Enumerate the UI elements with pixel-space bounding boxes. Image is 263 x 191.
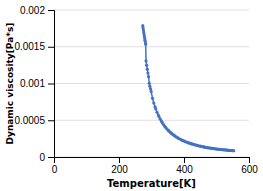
point — [151, 97, 154, 100]
y-tick-label: 0.001 — [20, 78, 45, 89]
y-tick-label: 0.0015 — [14, 41, 45, 52]
line — [143, 26, 234, 151]
point — [148, 82, 151, 85]
y-tick: 0 — [39, 152, 54, 163]
point — [144, 59, 147, 62]
y-tick: 0.002 — [20, 5, 54, 16]
point — [147, 75, 150, 78]
point — [148, 85, 151, 88]
x-tick-mark — [119, 157, 120, 163]
y-tick: 0.0015 — [14, 41, 54, 52]
grid-line — [54, 83, 249, 84]
x-tick: 600 — [241, 157, 258, 175]
y-tick-label: 0.0005 — [14, 115, 45, 126]
point — [154, 107, 157, 110]
x-axis-title: Temperature[K] — [107, 178, 196, 189]
point — [152, 101, 155, 104]
series — [141, 24, 235, 152]
x-tick-label: 600 — [241, 164, 258, 175]
x-tick: 0 — [52, 157, 58, 175]
x-tick-label: 200 — [111, 164, 128, 175]
grid-line — [54, 120, 249, 121]
grid-line — [54, 46, 249, 47]
point — [232, 149, 235, 152]
x-tick-mark — [249, 157, 250, 163]
y-tick-mark — [48, 157, 54, 158]
x-tick: 200 — [111, 157, 128, 175]
chart: 0 200 400 600 0 0.0005 0.001 0.0015 0.002 Tempera… — [0, 0, 263, 191]
y-axis-title: Dynamic viscosity[Pa*s] — [5, 23, 15, 145]
y-tick-label: 0 — [39, 152, 45, 163]
x-axis-line — [55, 158, 250, 164]
x-tick: 400 — [176, 157, 193, 175]
point — [231, 149, 234, 152]
y-tick: 0.001 — [20, 78, 54, 89]
point — [144, 43, 147, 46]
x-tick-label: 0 — [52, 164, 58, 175]
y-tick-mark — [48, 84, 54, 85]
plot-area: 0 200 400 600 0 0.0005 0.001 0.0015 0.002 — [14, 5, 258, 175]
y-tick-mark — [48, 10, 54, 11]
y-tick-mark — [48, 120, 54, 121]
point — [146, 68, 149, 71]
point — [145, 64, 148, 67]
x-tick-mark — [184, 157, 185, 163]
point — [146, 71, 149, 74]
point — [155, 111, 158, 114]
y-tick-label: 0.002 — [20, 5, 45, 16]
y-axis-line — [48, 11, 55, 158]
y-axis: 0 0.0005 0.001 0.0015 0.002 — [14, 5, 54, 163]
y-tick: 0.0005 — [14, 115, 54, 126]
y-tick-mark — [48, 47, 54, 48]
x-axis: 0 200 400 600 — [52, 157, 259, 175]
grid-line — [54, 10, 249, 11]
grid — [54, 10, 249, 157]
x-tick-label: 400 — [176, 164, 193, 175]
point — [150, 90, 153, 93]
